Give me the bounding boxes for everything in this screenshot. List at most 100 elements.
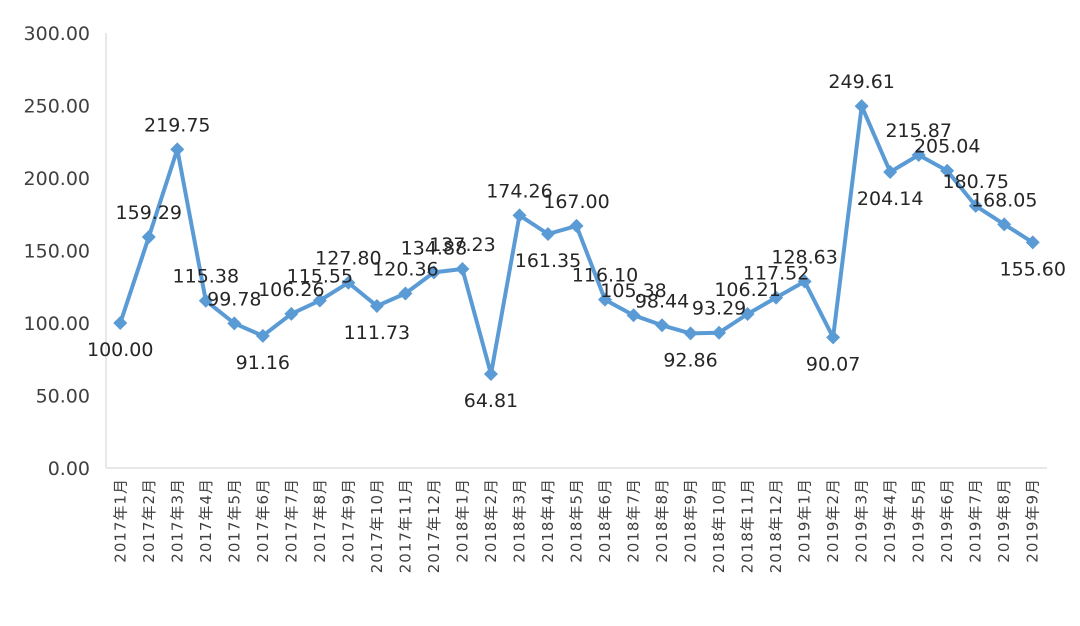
x-tick-label: 2019年3月 — [853, 478, 871, 563]
data-point-marker — [312, 293, 327, 308]
x-tick-label: 2018年6月 — [596, 478, 614, 563]
x-tick-label: 2019年2月 — [824, 478, 842, 563]
x-tick-label: 2017年5月 — [225, 478, 243, 563]
data-label: 92.86 — [663, 349, 717, 371]
data-label: 106.21 — [714, 279, 780, 301]
x-tick-label: 2017年4月 — [197, 478, 215, 563]
x-tick-label: 2018年10月 — [710, 478, 728, 573]
data-point-marker — [483, 367, 498, 382]
x-tick-label: 2017年9月 — [339, 478, 357, 563]
data-label: 115.38 — [173, 266, 239, 288]
x-axis-ticks: 2017年1月 2017年2月 2017年3月 2017年4月 2017年5月 2017年… — [111, 478, 1041, 573]
x-tick-label: 2018年2月 — [482, 478, 500, 563]
y-tick-label: 0.00 — [48, 458, 90, 480]
data-label: 167.00 — [543, 191, 609, 213]
data-label: 91.16 — [236, 352, 290, 374]
data-label: 127.80 — [315, 248, 381, 270]
data-point-marker — [712, 325, 727, 340]
data-point-marker — [398, 286, 413, 301]
data-point-marker — [883, 164, 898, 179]
data-label: 120.36 — [372, 258, 438, 280]
data-label: 117.52 — [743, 263, 809, 285]
data-point-marker — [284, 306, 299, 321]
data-label: 128.63 — [771, 246, 837, 268]
data-label: 100.00 — [87, 339, 153, 361]
data-point-marker — [740, 306, 755, 321]
x-tick-label: 2019年5月 — [910, 478, 928, 563]
y-tick-label: 250.00 — [24, 96, 90, 118]
data-point-marker — [540, 227, 555, 242]
series-line — [118, 104, 1035, 376]
x-tick-label: 2017年1月 — [111, 478, 129, 563]
x-tick-label: 2018年11月 — [739, 478, 757, 573]
data-point-marker — [113, 316, 128, 330]
x-tick-label: 2019年8月 — [995, 478, 1013, 563]
data-label: 105.38 — [600, 280, 666, 302]
x-tick-label: 2017年3月 — [168, 478, 186, 563]
data-point-marker — [569, 218, 584, 233]
data-point-marker — [141, 230, 156, 245]
data-label: 115.55 — [287, 265, 353, 287]
data-point-marker — [512, 208, 527, 223]
y-tick-label: 300.00 — [24, 23, 90, 45]
x-tick-label: 2018年12月 — [767, 478, 785, 573]
y-tick-label: 200.00 — [24, 168, 90, 190]
data-point-marker — [769, 290, 784, 305]
x-tick-label: 2019年6月 — [938, 478, 956, 563]
data-point-marker — [683, 326, 698, 341]
data-label: 161.35 — [515, 250, 581, 272]
x-tick-label: 2017年7月 — [282, 478, 300, 563]
data-label: 116.10 — [572, 265, 638, 287]
data-label: 134.88 — [401, 237, 467, 259]
x-tick-label: 2017年11月 — [396, 478, 414, 573]
data-point-marker — [170, 142, 185, 157]
x-tick-label: 2017年8月 — [311, 478, 329, 563]
data-point-marker — [255, 328, 270, 343]
data-label: 205.04 — [914, 136, 980, 158]
x-tick-label: 2018年5月 — [568, 478, 586, 563]
x-tick-label: 2019年9月 — [1024, 478, 1042, 563]
y-axis-ticks: 0.00 50.00 100.00 150.00 200.00 250.00 300.00 — [24, 23, 90, 480]
data-point-marker — [968, 198, 983, 213]
data-point-marker — [426, 265, 441, 280]
y-tick-label: 100.00 — [24, 313, 90, 335]
x-tick-label: 2017年6月 — [254, 478, 272, 563]
data-point-marker — [1025, 235, 1040, 250]
y-tick-label: 150.00 — [24, 241, 90, 263]
data-label: 98.44 — [635, 290, 689, 312]
data-label: 137.23 — [429, 234, 495, 256]
data-label: 174.26 — [486, 180, 552, 202]
data-label: 93.29 — [692, 298, 746, 320]
data-label: 64.81 — [464, 390, 518, 412]
data-point-marker — [797, 274, 812, 289]
x-tick-label: 2017年12月 — [425, 478, 443, 573]
series-markers — [113, 99, 1040, 382]
x-tick-label: 2018年8月 — [653, 478, 671, 563]
data-point-marker — [369, 298, 384, 313]
y-tick-label: 50.00 — [36, 386, 90, 408]
x-tick-label: 2019年4月 — [881, 478, 899, 563]
data-point-marker — [940, 163, 955, 178]
data-label: 168.05 — [971, 189, 1037, 211]
x-tick-label: 2018年9月 — [682, 478, 700, 563]
data-point-marker — [626, 308, 641, 323]
data-point-marker — [455, 262, 470, 277]
x-tick-label: 2018年3月 — [510, 478, 528, 563]
data-point-marker — [341, 275, 356, 290]
data-point-marker — [826, 330, 841, 345]
data-point-marker — [198, 293, 213, 308]
data-label: 106.26 — [258, 279, 324, 301]
data-label: 180.75 — [942, 171, 1008, 193]
data-label: 215.87 — [885, 120, 951, 142]
data-point-marker — [997, 217, 1012, 232]
data-label: 219.75 — [144, 114, 210, 136]
data-point-marker — [598, 292, 613, 307]
data-point-marker — [911, 147, 926, 162]
axes — [105, 33, 1047, 469]
x-tick-label: 2018年1月 — [453, 478, 471, 563]
data-label: 159.29 — [116, 202, 182, 224]
data-label: 99.78 — [207, 288, 261, 310]
